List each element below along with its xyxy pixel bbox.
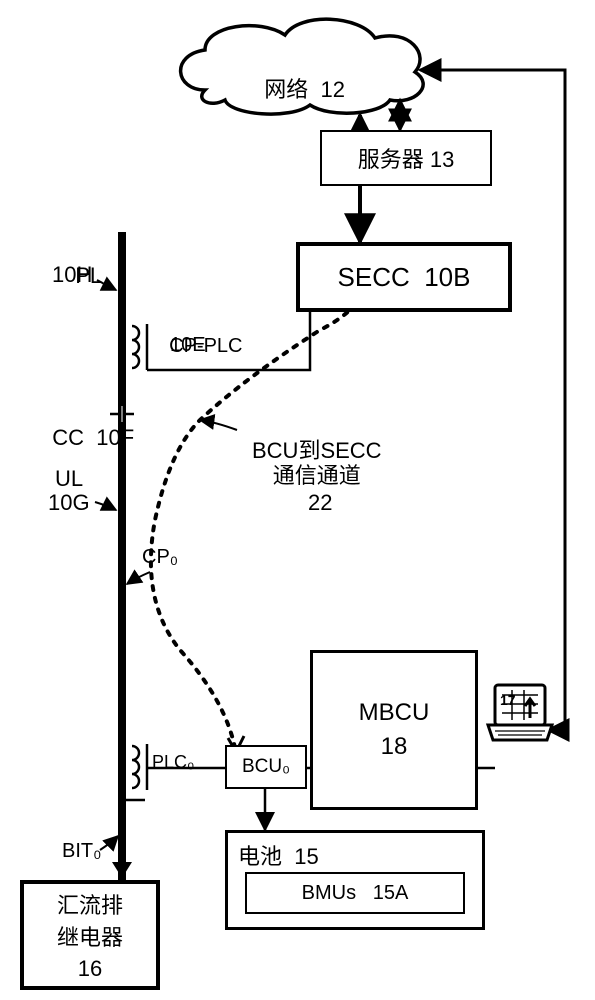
cc-label: CC 10F (40, 400, 134, 451)
cloud-label: 网络 12 (252, 52, 345, 103)
relay-box: 汇流排 继电器 16 (20, 880, 160, 990)
busbar-pl (118, 232, 126, 880)
cpplc-num: 10E (170, 334, 206, 357)
plc0-coupler (132, 744, 147, 790)
plc0-label: PLC₀ (152, 752, 195, 773)
pl-num: 10H (52, 262, 92, 287)
channel-num: 22 (308, 490, 332, 515)
secc-box: SECC 10B (296, 242, 512, 312)
ul-label: UL (55, 466, 83, 491)
cp0-label: CP₀ (142, 546, 178, 569)
laptop-screen-num: 17 (500, 692, 516, 708)
bit0-label: BIT₀ (62, 840, 101, 863)
server-box: 服务器 13 (320, 130, 492, 186)
bcu0-box: BCU₀ (225, 745, 307, 789)
laptop-icon (488, 685, 552, 740)
mbcu-box: MBCU 18 (310, 650, 478, 810)
ul-num: 10G (48, 490, 90, 515)
channel-label: BCU到SECC 通信通道 (252, 438, 382, 489)
bmus-box: BMUs 15A (245, 872, 465, 914)
cp-plc-coupler (132, 324, 147, 370)
